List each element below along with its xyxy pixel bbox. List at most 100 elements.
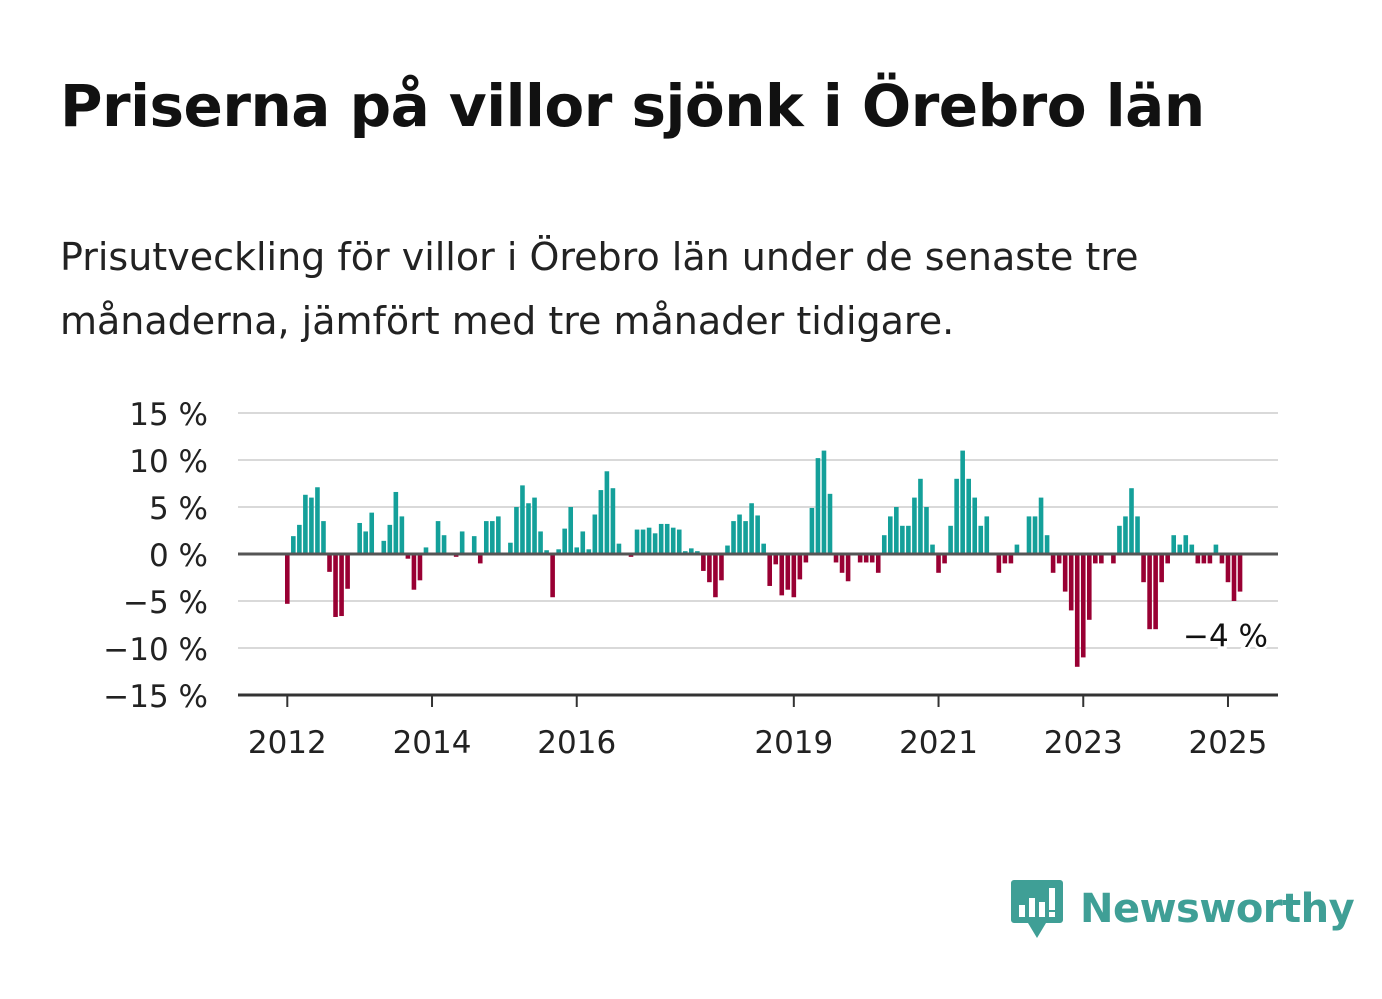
x-tick-label: 2012 [248,725,327,761]
bar [556,549,561,554]
bar [670,527,676,554]
bar [779,554,785,596]
bar [1123,516,1128,554]
bar [948,525,953,554]
bar [785,554,791,590]
bar [327,554,332,572]
bar [906,525,911,554]
bar [713,554,718,598]
bar [477,554,483,564]
bar [1117,525,1122,554]
x-axis-labels: 2012 2014 2016 2019 2021 2023 2025 [248,725,1268,761]
bar [996,554,1002,573]
bar [1050,554,1056,573]
bar [1093,554,1098,564]
bar [863,554,869,563]
bar [490,521,495,554]
bar [435,521,441,554]
bar [767,554,772,586]
bar [942,554,947,564]
bar [960,450,965,554]
bar [393,491,399,554]
bar [1002,554,1008,564]
bar [1141,554,1146,583]
page-title: Priserna på villor sjönk i Örebro län [60,72,1205,140]
bar [918,478,923,554]
bar [1129,488,1134,554]
bar [333,554,338,617]
annotation-label: −4 % [1183,619,1268,655]
bar [1038,497,1044,554]
bar [881,535,887,554]
y-tick-label: 0 % [149,538,208,574]
y-tick-label: −5 % [123,585,208,621]
bar [839,554,845,573]
bar [972,497,978,554]
bar [652,533,658,554]
bar [592,514,598,554]
bar [978,525,984,554]
bar [1225,554,1231,583]
bar-chart-badge-icon [1011,880,1063,938]
bar [1062,554,1068,592]
bar-chart: 15 %10 %5 %0 %−5 %−10 %−15 % 2012 2014 201… [103,397,1278,761]
bar [483,521,489,554]
bar [833,554,839,563]
bar [441,535,447,554]
x-tick-label: 2021 [899,725,978,761]
bar [875,554,881,573]
bar [857,554,863,563]
bar [399,516,405,554]
bar [544,550,549,554]
y-tick-label: 10 % [129,444,208,480]
bar [1171,535,1177,554]
bar [1183,535,1189,554]
bar [604,471,610,554]
bar [1056,554,1062,564]
bar [321,521,326,554]
x-tick-label: 2016 [537,725,616,761]
bar [936,554,941,573]
bar [285,554,290,604]
bar [1068,554,1074,611]
bar [423,547,429,554]
annotations: −4 % [1180,616,1271,658]
bar [640,529,646,554]
bar [514,507,519,554]
bar [761,543,766,554]
bar [1111,554,1116,564]
y-tick-label: 5 % [149,491,208,527]
bar [1213,544,1219,554]
bar [966,478,971,554]
bar [1153,554,1158,630]
bar [676,529,682,554]
bar [405,554,411,559]
bar [471,536,477,554]
bar [984,516,990,554]
y-axis-labels: 15 % 10 % 5 % 0 % −5 % −10 % −15 % [103,397,208,715]
bar [339,554,344,617]
x-tick-label: 2023 [1044,725,1123,761]
bar [1026,516,1032,554]
bar [1195,554,1201,564]
bar [755,515,760,554]
bar [297,524,302,554]
bar [496,516,501,554]
bar [598,490,604,554]
bar [809,507,815,554]
bar [580,531,586,554]
bar [381,540,387,554]
bar [532,497,537,554]
bar [743,521,748,554]
bar [291,536,296,554]
bar [791,554,797,598]
bar [520,485,525,554]
y-tick-label: −10 % [103,632,208,668]
bar [610,488,616,554]
bar [1189,544,1195,554]
bar [1201,554,1207,564]
bar [459,531,465,554]
bar [821,450,827,554]
bar [1044,535,1050,554]
bar [773,554,779,565]
